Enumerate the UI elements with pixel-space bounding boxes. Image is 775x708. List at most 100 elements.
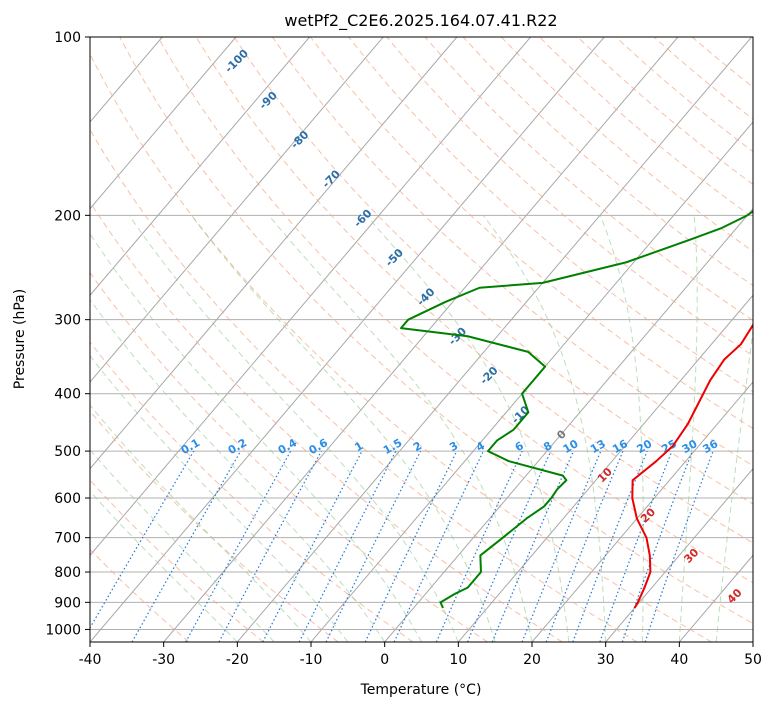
isotherm-line xyxy=(90,37,605,642)
isotherm-label: -20 xyxy=(477,364,500,387)
y-axis-title: Pressure (hPa) xyxy=(12,289,28,389)
isotherm-line xyxy=(457,294,753,642)
isotherm-line xyxy=(236,37,752,642)
isotherm-line xyxy=(90,37,531,557)
dry-adiabat xyxy=(348,37,753,393)
dry-adiabat xyxy=(90,548,190,642)
x-tick-label: -40 xyxy=(79,652,102,668)
mixing-ratio-label: 3 xyxy=(447,439,460,454)
mixing-ratio-label: 13 xyxy=(588,437,608,456)
mixing-ratio-line xyxy=(466,450,552,642)
mixing-ratio-label: 1 xyxy=(352,439,365,454)
dry-adiabat xyxy=(691,37,753,88)
y-tick-label: 400 xyxy=(54,387,81,403)
profile-lines xyxy=(400,210,753,609)
isotherm-label: 20 xyxy=(638,505,658,525)
isotherm-line xyxy=(605,467,753,642)
plot-frame xyxy=(89,36,754,643)
mixing-ratio-line xyxy=(131,450,242,642)
moist-adiabat xyxy=(599,215,644,642)
moist-adiabat xyxy=(365,215,570,642)
mixing-ratio-line xyxy=(435,450,523,642)
x-tick-label: -20 xyxy=(226,652,249,668)
dry-adiabat xyxy=(539,37,753,219)
x-axis: -40 -30 -20 -10 0 10 20 30 40 50 xyxy=(79,642,762,668)
mixing-ratio-line xyxy=(621,450,693,642)
x-tick-label: 20 xyxy=(523,652,541,668)
mixing-ratio-label: 2 xyxy=(411,439,424,454)
mixing-ratio-line xyxy=(325,450,422,642)
mixing-ratio-line xyxy=(599,450,673,642)
isotherm-label: -70 xyxy=(320,167,343,190)
moist-adiabat xyxy=(90,355,349,642)
isotherm-label: -90 xyxy=(257,89,280,112)
mixing-ratio-label: 0.2 xyxy=(226,436,249,457)
isotherm-line xyxy=(90,37,237,210)
isotherm-label: -100 xyxy=(222,47,251,76)
y-tick-label: 900 xyxy=(54,595,81,611)
y-tick-label: 500 xyxy=(54,444,81,460)
mixing-ratio-line xyxy=(393,450,484,642)
isotherm-line xyxy=(752,641,753,642)
moist-adiabat xyxy=(90,449,275,642)
y-tick-label: 700 xyxy=(54,531,81,547)
isotherm-label: 10 xyxy=(595,465,615,485)
mixing-ratio-label: 1.5 xyxy=(381,436,404,457)
moist-adiabat xyxy=(90,404,312,642)
mixing-ratio-label: 4 xyxy=(474,439,487,454)
dry-adiabat xyxy=(462,37,753,287)
mixing-ratio-line xyxy=(262,450,363,642)
mixing-ratio-label: 16 xyxy=(610,437,630,456)
y-axis: 100 200 300 400 500 600 700 800 900 1000 xyxy=(45,30,90,638)
y-tick-label: 100 xyxy=(54,30,81,46)
dry-adiabat xyxy=(386,37,753,357)
moist-adiabat xyxy=(90,298,386,642)
isotherm-label: -10 xyxy=(509,403,532,426)
mixing-ratio-line xyxy=(298,450,397,642)
mixing-ratio-line xyxy=(521,450,602,642)
mixing-ratio-line xyxy=(644,450,714,642)
isotherm-label: 40 xyxy=(725,586,745,606)
dry-adiabat xyxy=(271,37,753,467)
moist-adiabat xyxy=(191,215,496,642)
mixing-ratio-label: 30 xyxy=(680,437,700,456)
chart-title: wetPf2_C2E6.2025.164.07.41.R22 xyxy=(284,11,557,31)
x-tick-label: 10 xyxy=(449,652,467,668)
mixing-ratio-label: 0.1 xyxy=(179,436,202,457)
isotherm-label: -80 xyxy=(288,128,311,151)
dry-adiabat xyxy=(90,201,563,642)
dry-adiabat xyxy=(90,52,712,642)
dry-adiabat xyxy=(195,37,753,544)
mixing-ratio-label: 8 xyxy=(541,439,554,454)
moist-adiabat xyxy=(482,215,607,642)
background-labels: 0.1 0.2 0.4 0.6 1 1.5 2 3 4 6 8 10 13 16 20 25 30 36-100-… xyxy=(179,47,745,607)
dry-adiabat xyxy=(653,37,753,120)
isotherm-line xyxy=(90,37,458,470)
dewpoint-line xyxy=(400,210,753,609)
isotherm-label: -50 xyxy=(383,246,406,269)
x-tick-label: 50 xyxy=(744,652,762,668)
mixing-ratio-line xyxy=(491,450,575,642)
isotherm-line xyxy=(163,37,679,642)
dry-adiabat xyxy=(90,128,638,642)
mixing-ratio-line xyxy=(572,450,648,642)
dry-adiabat xyxy=(90,479,264,642)
isotherm-line xyxy=(310,121,753,642)
x-tick-label: 0 xyxy=(380,652,389,668)
mixing-ratio-label: 0.6 xyxy=(307,436,331,457)
dry-adiabat xyxy=(90,341,414,642)
y-tick-label: 600 xyxy=(54,491,81,507)
moist-adiabat xyxy=(90,490,238,642)
isotherm-line xyxy=(90,37,384,383)
x-tick-label: -10 xyxy=(300,652,323,668)
dry-adiabat xyxy=(233,37,753,505)
background-lines xyxy=(90,37,753,642)
x-tick-label: -30 xyxy=(152,652,175,668)
dry-adiabat xyxy=(90,271,488,642)
mixing-ratio-line xyxy=(364,450,458,642)
dry-adiabat xyxy=(119,37,753,625)
mixing-ratio-label: 6 xyxy=(513,439,526,454)
moist-adiabat xyxy=(678,215,698,642)
isotherm-label: -40 xyxy=(414,285,437,308)
